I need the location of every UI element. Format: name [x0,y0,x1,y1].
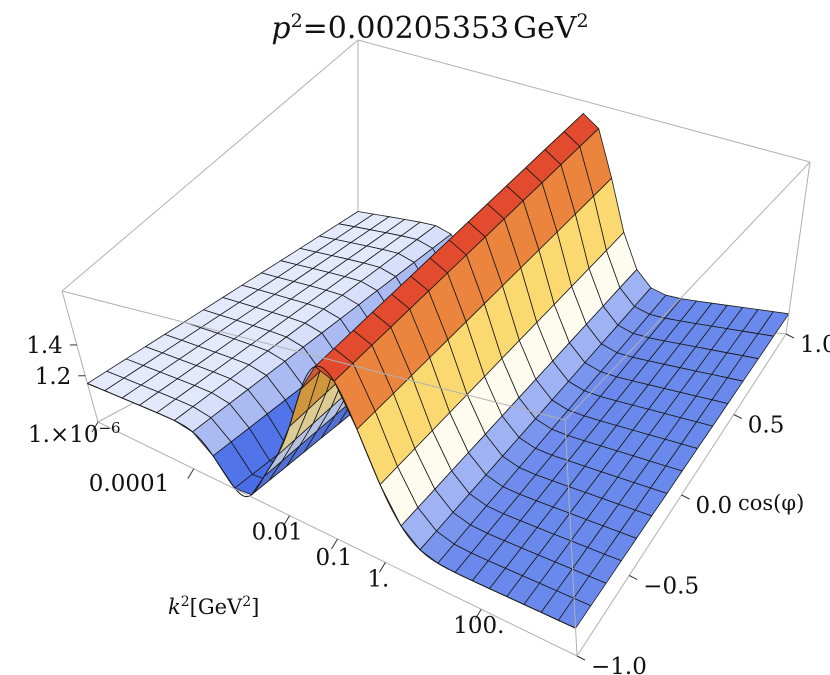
x-tick-label: 0.01 [252,520,303,546]
box-edge [61,290,99,423]
y-tick-mark [681,494,690,500]
z-tick-label: 1.2 [35,364,72,390]
z-axis-ticks: 1.41.2 [26,333,86,390]
y-tick-label: 1.0 [800,332,830,358]
x-tick-mark [283,515,291,526]
box-edge [564,161,811,421]
box-edge [564,419,578,657]
surface-mesh [87,113,790,629]
surface-front-edge [87,365,576,629]
y-tick-label: −1.0 [591,654,647,675]
box-edge [61,290,566,421]
y-tick-label: 0.5 [748,413,785,439]
x-tick-label: 100. [453,613,504,639]
y-tick-label: 0.0 [696,493,733,519]
x-axis-ticks: 1.×10−6 0.0001 0.01 0.1 1. 100. [28,419,504,639]
x-tick-label: 1.×10−6 [28,419,121,448]
chart-title: p2=0.00205353 GeV2 [271,10,588,46]
y-axis-ticks: 1.0 0.5 0.0 −0.5 −1.0 [576,332,830,675]
y-axis-label: cos(φ) [738,491,804,515]
y-tick-label: −0.5 [643,574,699,600]
box-edge [61,39,359,292]
box-edge [357,39,811,163]
x-tick-mark [378,562,386,573]
x-axis-label: k2[GeV2] [168,594,259,619]
x-tick-mark [187,468,195,480]
y-tick-mark [629,575,638,580]
x-tick-mark [474,608,482,620]
box-edge [785,161,811,335]
y-tick-mark [733,414,742,419]
y-tick-mark [785,333,795,339]
x-tick-label: 0.1 [316,545,353,571]
z-tick-label: 1.4 [26,333,63,359]
y-tick-mark [576,655,586,661]
x-tick-label: 0.0001 [89,471,169,497]
x-tick-mark [91,421,99,433]
x-tick-label: 1. [367,566,389,592]
x-tick-mark [331,538,338,550]
